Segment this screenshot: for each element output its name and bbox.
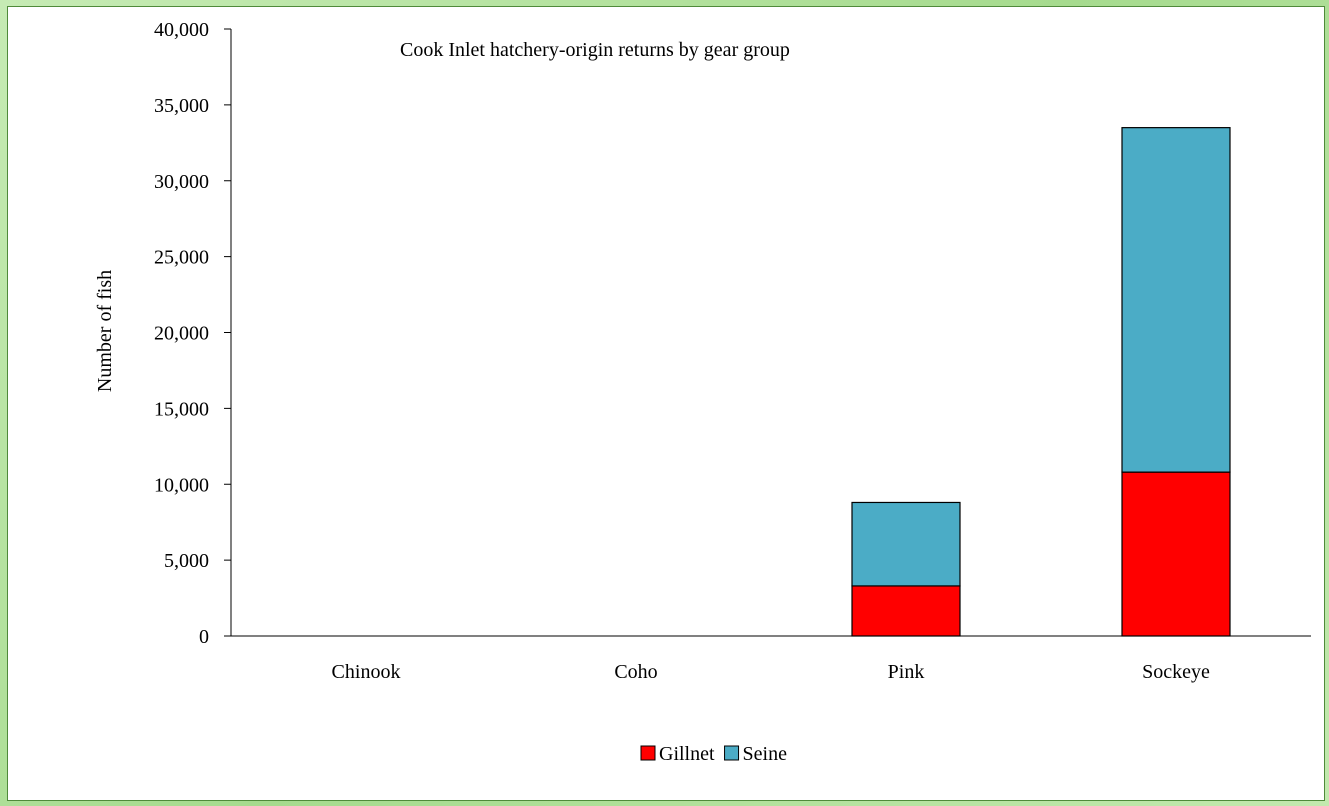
bar-gillnet-pink [851, 585, 961, 637]
y-tick-label: 0 [199, 626, 209, 648]
x-tick-label: Sockeye [1142, 661, 1210, 683]
y-tick-label: 15,000 [154, 398, 209, 420]
x-tick-label: Coho [614, 661, 657, 683]
y-tick-label: 35,000 [154, 95, 209, 117]
stacked-bar-chart: Cook Inlet hatchery-origin returns by ge… [94, 19, 1311, 765]
y-axis-ticks: 0 5,000 10,000 15,000 20,000 25,000 30,000 35,0… [154, 19, 231, 648]
x-tick-label: Pink [888, 661, 925, 683]
x-tick-label: Chinook [332, 661, 401, 683]
legend-label-gillnet: Gillnet [659, 743, 715, 765]
legend: Gillnet Seine [640, 743, 788, 765]
y-axis-title: Number of fish [94, 270, 116, 392]
legend-swatch-seine [724, 745, 740, 761]
bar-seine-pink [851, 501, 961, 587]
y-tick-label: 5,000 [164, 550, 209, 572]
chart-frame: Cook Inlet hatchery-origin returns by ge… [7, 6, 1325, 801]
chart-title: Cook Inlet hatchery-origin returns by ge… [400, 39, 790, 61]
bar-gillnet-sockeye [1121, 471, 1231, 637]
y-tick-label: 20,000 [154, 323, 209, 345]
y-tick-label: 10,000 [154, 474, 209, 496]
y-tick-label: 30,000 [154, 171, 209, 193]
x-axis-ticks: Chinook Coho Pink Sockeye [332, 661, 1210, 683]
bar-seine-sockeye [1121, 127, 1231, 473]
legend-label-seine: Seine [743, 743, 788, 765]
y-tick-label: 40,000 [154, 19, 209, 41]
legend-swatch-gillnet [640, 745, 656, 761]
y-tick-label: 25,000 [154, 247, 209, 269]
bars [851, 127, 1231, 637]
